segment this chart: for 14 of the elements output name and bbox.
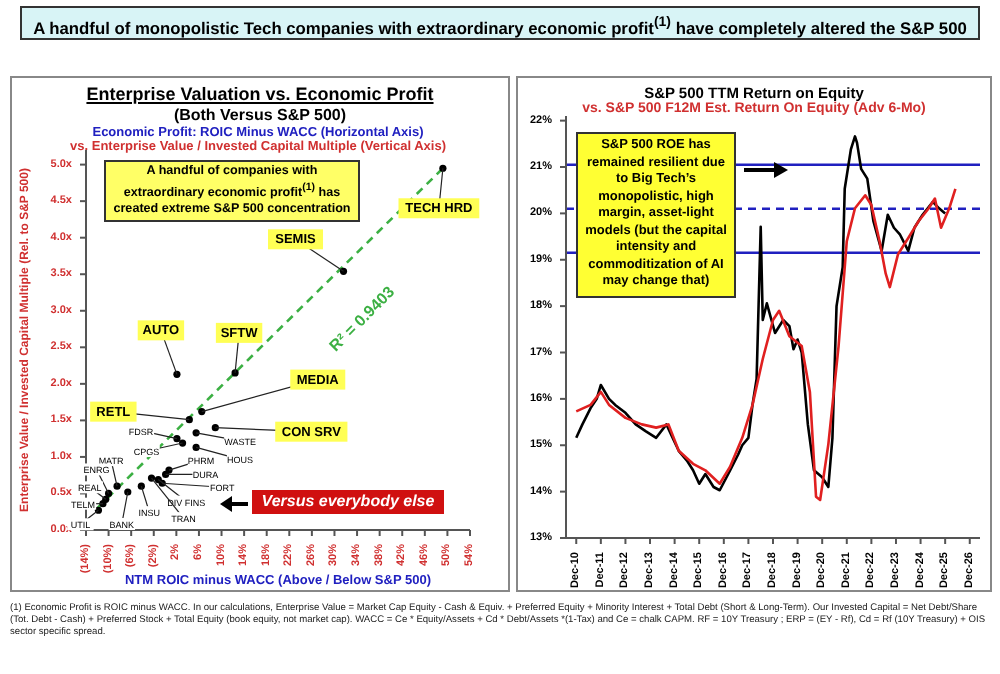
- line-series: [574, 187, 957, 502]
- point: [104, 489, 113, 498]
- point: [124, 488, 132, 496]
- chart-title: Enterprise Valuation vs. Economic Profit: [84, 84, 436, 104]
- point: [211, 424, 219, 432]
- annotation: Versus everybody else: [252, 490, 444, 514]
- chart-subtitle: (Both Versus S&P 500): [171, 106, 349, 124]
- text: A handful of monopolistic Tech companies with extraordinary economic profit$^{(1)}$ have completely altered the S&P 500: [20, 6, 980, 40]
- point: [137, 482, 145, 490]
- line-series: [574, 135, 947, 492]
- point: [173, 370, 181, 378]
- point: [185, 416, 193, 424]
- point: [339, 267, 348, 275]
- point: [99, 500, 107, 508]
